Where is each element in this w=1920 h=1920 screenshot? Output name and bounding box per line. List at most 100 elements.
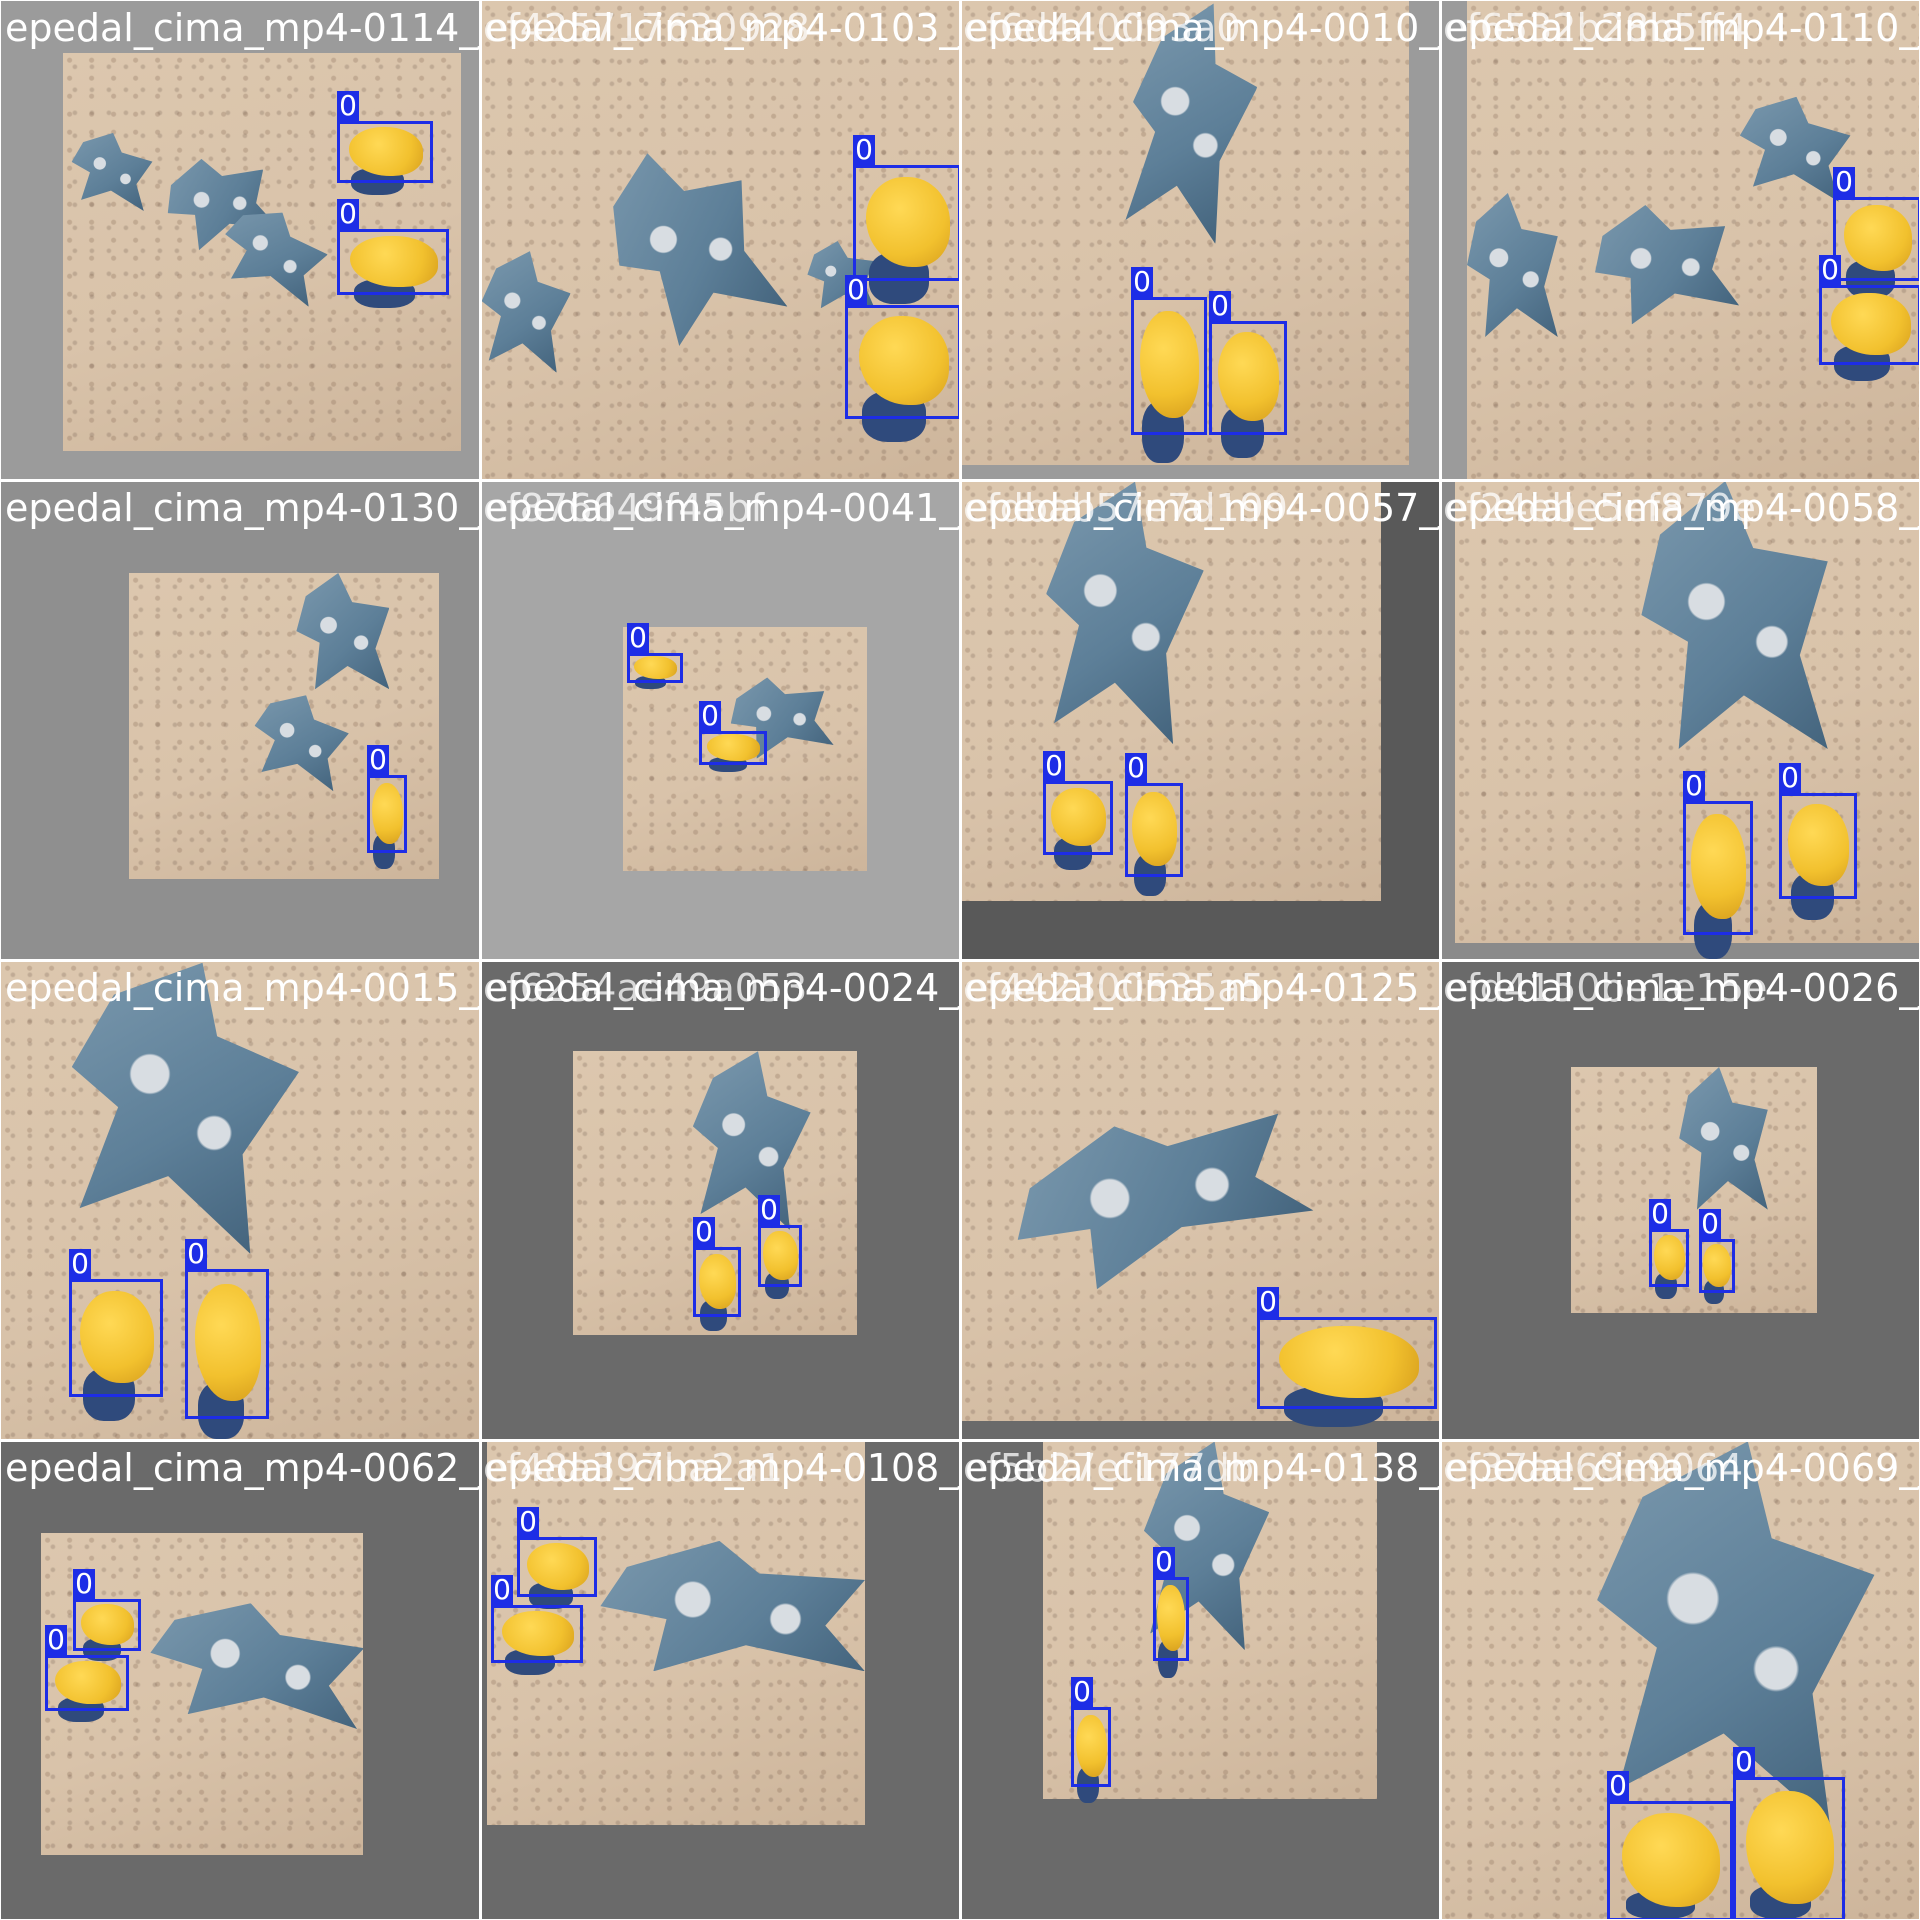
class-label: 0: [1833, 167, 1855, 198]
detection-box[interactable]: [758, 1225, 802, 1287]
detection-box[interactable]: [337, 229, 449, 295]
class-label: 0: [337, 91, 359, 122]
detection-box[interactable]: [1607, 1801, 1733, 1919]
detection-box[interactable]: [1125, 783, 1183, 877]
yellow-glove: [1703, 1244, 1732, 1287]
yellow-glove: [1653, 1234, 1685, 1281]
detection-box[interactable]: [1131, 297, 1207, 435]
class-label: 0: [853, 135, 875, 166]
yellow-glove: [1157, 1585, 1186, 1651]
class-label: 0: [185, 1239, 207, 1270]
yellow-glove: [1788, 803, 1850, 887]
yellow-glove: [698, 1254, 737, 1309]
detection-box[interactable]: [699, 731, 767, 765]
grid-divider: [0, 1439, 1920, 1442]
detection-box[interactable]: [1683, 801, 1753, 935]
yellow-glove: [865, 176, 951, 268]
yellow-glove: [1051, 788, 1106, 847]
detection-box[interactable]: [73, 1599, 141, 1651]
class-label: 0: [1607, 1771, 1629, 1802]
class-label: 0: [1125, 753, 1147, 784]
class-label: 0: [1699, 1209, 1721, 1240]
yellow-glove: [1622, 1813, 1721, 1907]
class-label: 0: [693, 1217, 715, 1248]
grid-tile: 0 0 epedal_cima_mp4-0114_jpg: [1, 1, 479, 479]
detection-box[interactable]: [45, 1655, 129, 1711]
yellow-glove: [1140, 310, 1200, 419]
yellow-glove: [1218, 332, 1280, 422]
yellow-glove: [1075, 1715, 1107, 1778]
class-label: 0: [517, 1507, 539, 1538]
class-label: 0: [1153, 1547, 1175, 1578]
detection-box[interactable]: [1153, 1577, 1189, 1661]
detection-box[interactable]: [1071, 1707, 1111, 1787]
class-label: 0: [1071, 1677, 1093, 1708]
class-label: 0: [1209, 291, 1231, 322]
yellow-glove: [81, 1604, 135, 1645]
yellow-glove: [502, 1610, 574, 1657]
detection-box[interactable]: [69, 1279, 163, 1397]
tile-caption: epedal_cima_mp4-0130_jpg: [5, 486, 479, 530]
yellow-glove: [1746, 1791, 1834, 1904]
tile-caption: epedal_cima_mp4-0114_jpg: [5, 6, 479, 50]
detection-box[interactable]: [1043, 781, 1113, 855]
class-label: 0: [1257, 1287, 1279, 1318]
yellow-glove: [1278, 1326, 1419, 1398]
tile-caption-overlap: ef6254ae49a053: [483, 966, 808, 1010]
detection-box[interactable]: [627, 653, 683, 683]
tile-caption-overlap: ef876649f45bf: [483, 486, 765, 530]
detection-box[interactable]: [1649, 1229, 1689, 1287]
class-label: 0: [73, 1569, 95, 1600]
class-label: 0: [1131, 267, 1153, 298]
yellow-glove: [195, 1284, 261, 1401]
grid-tile: 0 epedal_cima_mp4-0130_jpg: [1, 481, 479, 959]
detection-box[interactable]: [337, 121, 433, 183]
yellow-glove: [1843, 205, 1913, 271]
tile-caption: epedal_cima_mp4-0026_jpg: [1445, 966, 1919, 1010]
detection-box[interactable]: [693, 1247, 741, 1317]
grid-tile: 0 0 epedal_cima_mp4-0024_jpgef6254ae49a053: [481, 961, 959, 1439]
detection-box[interactable]: [853, 165, 959, 281]
yellow-glove: [763, 1231, 798, 1280]
class-label: 0: [1819, 255, 1841, 286]
class-label: 0: [1043, 751, 1065, 782]
class-label: 0: [758, 1195, 780, 1226]
tile-caption: epedal_cima_mp4-0024_jpg: [485, 966, 959, 1010]
grid-tile: 00 epedal_cima_mp4-0026_jpgefd4150be1e15e: [1441, 961, 1919, 1439]
detection-box[interactable]: [845, 305, 959, 419]
detection-box[interactable]: [1699, 1239, 1735, 1293]
grid-divider: [0, 959, 1920, 962]
detection-box[interactable]: [1733, 1777, 1845, 1919]
detection-box[interactable]: [1209, 321, 1287, 435]
class-label: 0: [337, 199, 359, 230]
detection-box[interactable]: [185, 1269, 269, 1419]
yellow-glove: [371, 782, 403, 844]
detection-box[interactable]: [1819, 285, 1919, 365]
detection-box[interactable]: [367, 775, 407, 853]
grid-tile: 00 epedal_cima_mp4-0062_jpg: [1, 1441, 479, 1919]
yellow-glove: [707, 734, 761, 761]
detection-box[interactable]: [1779, 793, 1857, 899]
class-label: 0: [1733, 1747, 1755, 1778]
yellow-glove: [55, 1660, 121, 1705]
detection-box[interactable]: [1257, 1317, 1437, 1409]
detection-box[interactable]: [491, 1605, 583, 1663]
tile-caption-overlap: efd4150be1e15e: [1443, 966, 1768, 1010]
yellow-glove: [1131, 792, 1178, 866]
yellow-glove: [80, 1290, 154, 1383]
yellow-glove: [1691, 814, 1746, 919]
class-label: 0: [1683, 771, 1705, 802]
yellow-glove: [350, 235, 438, 288]
detection-box[interactable]: [1833, 197, 1919, 281]
grid-tile: 0 0 epedal_cima_mp4-0041_jpgef876649f45bf: [481, 481, 959, 959]
grid-divider: [1439, 0, 1442, 1920]
detection-box[interactable]: [517, 1537, 597, 1597]
